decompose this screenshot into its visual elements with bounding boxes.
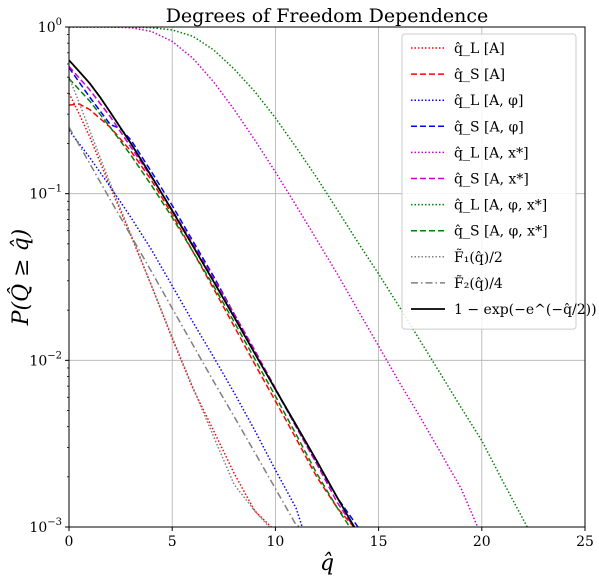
y-tick-label: 10−2 — [29, 350, 62, 369]
legend-box — [401, 33, 577, 330]
series-group — [69, 27, 528, 527]
series-line-6 — [69, 65, 355, 527]
x-tick-label: 15 — [370, 534, 388, 550]
y-tick-label: 10−3 — [29, 517, 62, 536]
legend-label: q̂_S [A, x*] — [454, 172, 529, 188]
legend-label: F̃₁(q̂)/2 — [454, 248, 503, 266]
x-tick-label: 20 — [473, 534, 491, 550]
x-tick-label: 0 — [65, 534, 74, 550]
chart-title: Degrees of Freedom Dependence — [166, 5, 489, 27]
legend-label: q̂_S [A, φ, x*] — [454, 224, 548, 240]
y-axis: 100 10−1 10−2 10−3 — [29, 17, 69, 536]
legend-label: q̂_S [A, φ] — [454, 119, 524, 135]
legend-label: q̂_S [A] — [454, 67, 505, 83]
series-line-1 — [69, 92, 272, 527]
legend-label: F̃₂(q̂)/4 — [454, 274, 503, 292]
legend-label: 1 − exp(−e^(−q̂/2)) — [454, 302, 597, 318]
y-tick-label: 100 — [38, 17, 62, 36]
series-line-8 — [69, 78, 351, 527]
x-axis-label: q̂ — [320, 551, 334, 576]
x-tick-label: 5 — [168, 534, 177, 550]
y-tick-label: 10−1 — [29, 184, 62, 203]
series-line-5 — [69, 27, 479, 527]
legend-label: q̂_L [A, φ] — [454, 93, 523, 109]
legend: q̂_L [A] q̂_S [A] q̂_L [A, φ] q̂_S [A, φ] q̂… — [401, 33, 597, 330]
legend-label: q̂_L [A, x*] — [454, 145, 529, 161]
legend-label: q̂_L [A, φ, x*] — [454, 198, 547, 214]
series-line-4 — [69, 67, 359, 527]
y-axis-label: P(Q̂ ≥ q̂) — [8, 229, 34, 327]
plot-frame — [68, 26, 586, 528]
x-tick-label: 25 — [576, 534, 594, 550]
series-line-3 — [69, 129, 303, 527]
x-tick-label: 10 — [266, 534, 284, 550]
legend-label: q̂_L [A] — [454, 41, 505, 57]
series-line-11 — [69, 59, 356, 527]
series-line-10 — [69, 126, 301, 527]
series-line-9 — [69, 76, 270, 527]
x-axis: 0 5 10 15 20 25 — [65, 527, 594, 550]
